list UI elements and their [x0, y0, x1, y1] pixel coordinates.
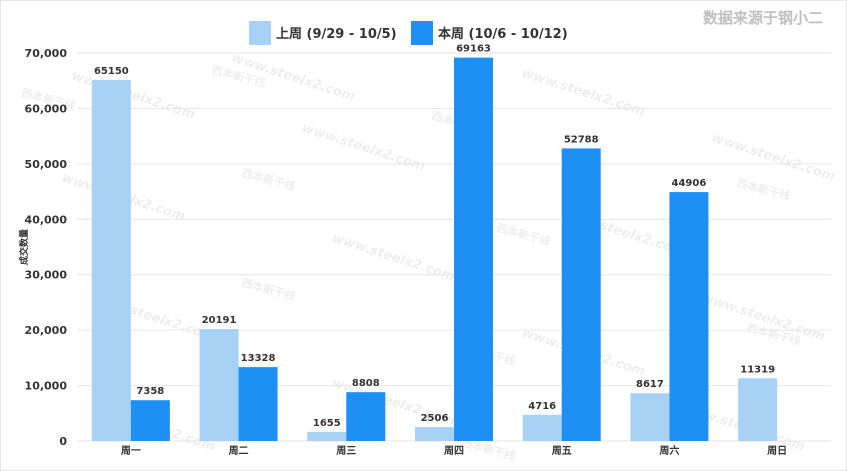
- data-label: 11319: [740, 364, 775, 375]
- y-axis-label: 成交数量: [18, 229, 30, 265]
- y-tick-label: 30,000: [25, 269, 68, 282]
- bar: [130, 400, 170, 441]
- data-label: 44906: [672, 178, 707, 189]
- y-tick-label: 60,000: [25, 102, 68, 115]
- x-tick-label: 周四: [444, 445, 464, 457]
- bar: [454, 57, 493, 441]
- bar: [630, 393, 670, 441]
- source-note: 数据来源于钢小二: [703, 9, 823, 27]
- y-axis-ticks: 0 10,000 20,000 30,000 40,000 50,000 60,000 70,…: [25, 47, 68, 448]
- y-tick-label: 40,000: [25, 213, 68, 226]
- watermark-text: www.steelx2.com: [520, 66, 647, 120]
- watermark-logo: 西本新干线: [240, 275, 297, 303]
- y-tick-label: 0: [59, 435, 67, 448]
- data-label: 7358: [136, 386, 164, 397]
- watermark-text: www.steelx2.com: [330, 231, 457, 285]
- watermark-text: www.steelx2.com: [300, 121, 427, 175]
- bar: [415, 427, 454, 441]
- x-tick-label: 周六: [659, 444, 679, 457]
- x-tick-label: 周日: [767, 445, 787, 457]
- bar: [199, 329, 239, 441]
- bar: [669, 192, 709, 441]
- data-label: 52788: [564, 134, 599, 145]
- y-tick-label: 20,000: [25, 324, 68, 337]
- x-tick-label: 周五: [552, 445, 572, 457]
- watermark-text: www.steelx2.com: [710, 131, 837, 185]
- data-label: 4716: [528, 401, 556, 412]
- data-label: 8808: [352, 378, 380, 389]
- data-label: 1655: [313, 418, 341, 429]
- bar: [522, 414, 562, 441]
- data-label: 69163: [456, 44, 491, 55]
- data-label: 20191: [202, 315, 237, 326]
- x-axis-ticks: 周一 周二 周三 周四 周五 周六 周日: [121, 444, 787, 457]
- y-tick-label: 70,000: [25, 47, 68, 60]
- data-label: 8617: [636, 379, 664, 390]
- bar: [91, 79, 131, 441]
- bar-series: 65150 7358 20191 13328 1655 8808 2506 69163 4716…: [91, 44, 778, 441]
- x-tick-label: 周三: [336, 445, 356, 457]
- data-label: 2506: [421, 413, 449, 424]
- bar: [346, 392, 386, 441]
- x-tick-label: 周二: [229, 445, 249, 457]
- watermark-text: www.steelx2.com: [70, 69, 197, 123]
- bar: [561, 148, 601, 441]
- y-tick-label: 10,000: [25, 380, 68, 393]
- bar: [738, 378, 778, 441]
- legend-swatch: [411, 21, 433, 45]
- data-label: 65150: [94, 66, 129, 77]
- watermark-logo: 西本新干线: [495, 220, 552, 248]
- legend-swatch: [249, 21, 271, 45]
- legend-label: 本周 (10/6 - 10/12): [438, 26, 568, 42]
- x-tick-label: 周一: [121, 445, 141, 457]
- data-label: 13328: [241, 353, 276, 364]
- watermark-logo: 西本新干线: [735, 175, 792, 203]
- legend-label: 上周 (9/29 - 10/5): [276, 27, 397, 42]
- y-tick-label: 50,000: [25, 158, 68, 171]
- bar: [307, 431, 347, 441]
- watermark-logo: 西本新干线: [240, 165, 297, 193]
- bar: [238, 367, 278, 441]
- legend: 上周 (9/29 - 10/5) 本周 (10/6 - 10/12): [249, 21, 568, 45]
